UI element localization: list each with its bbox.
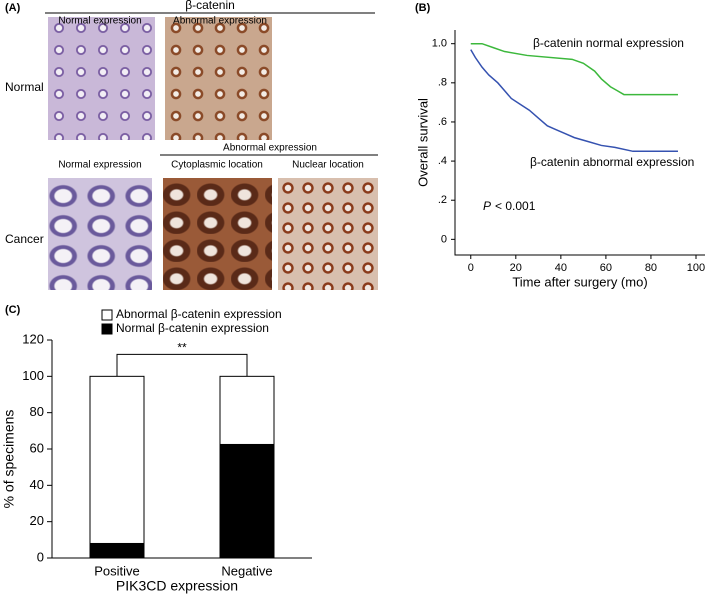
bar-segment	[89, 542, 145, 559]
legend-swatch	[101, 309, 113, 321]
axis	[454, 30, 705, 256]
row-label: Normal	[5, 80, 44, 94]
survival-line	[470, 49, 678, 153]
y-axis-title: Overall survival	[415, 98, 430, 187]
column-label: Normal expression	[58, 16, 141, 27]
legend-label: Normal β-catenin expression	[116, 321, 269, 335]
p-symbol: P	[483, 199, 491, 213]
y-tick-label: .2	[438, 194, 447, 206]
p-value: P < 0.001	[483, 199, 536, 213]
x-tick-label: Positive	[94, 563, 140, 578]
series-label: β-catenin normal expression	[533, 36, 684, 50]
y-tick-label: .8	[438, 77, 447, 89]
y-tick-label: .6	[438, 116, 447, 128]
y-tick-label: 60	[30, 440, 44, 455]
y-tick-label: 80	[30, 404, 44, 419]
column-label: Nuclear location	[292, 160, 364, 171]
bar-segment	[89, 375, 145, 544]
panel-label: (A)	[5, 2, 21, 14]
x-axis-title: Time after surgery (mo)	[512, 274, 647, 289]
bar-segment	[219, 443, 275, 559]
x-tick-label: 60	[600, 262, 612, 274]
row-label: Cancer	[5, 232, 44, 246]
x-tick-label: 80	[645, 262, 657, 274]
panel-label: (C)	[5, 304, 21, 316]
survival-line	[470, 42, 678, 96]
x-tick-label: 20	[510, 262, 522, 274]
significance-bracket	[116, 353, 248, 377]
y-tick-label: 100	[22, 368, 44, 383]
column-label: Abnormal expression	[223, 143, 317, 154]
y-axis-title: % of specimens	[1, 410, 17, 509]
series-label: β-catenin abnormal expression	[530, 155, 694, 169]
histology-image	[48, 17, 155, 140]
legend-label: Abnormal β-catenin expression	[116, 307, 282, 321]
histology-image	[165, 17, 272, 140]
y-tick-label: 120	[22, 331, 44, 346]
panel-label: (B)	[415, 2, 431, 14]
p-text: < 0.001	[495, 199, 536, 213]
column-label: Abnormal expression	[173, 16, 267, 27]
x-tick-label: 40	[555, 262, 567, 274]
y-tick-label: 0	[441, 233, 447, 245]
y-tick-label: 1.0	[432, 38, 447, 50]
x-axis-title: PIK3CD expression	[116, 578, 238, 594]
x-tick-label: 0	[468, 262, 474, 274]
significance: **	[177, 341, 187, 355]
column-label: Cytoplasmic location	[171, 160, 263, 171]
histology-title: β-catenin	[185, 0, 235, 12]
histology-image	[278, 178, 378, 290]
legend-swatch	[101, 323, 113, 335]
x-tick-label: Negative	[221, 563, 272, 578]
column-label: Normal expression	[58, 160, 141, 171]
y-tick-label: .4	[438, 155, 447, 167]
histology-image	[48, 178, 152, 290]
histology-image	[163, 178, 272, 290]
y-tick-label: 0	[37, 549, 44, 564]
x-tick-label: 100	[687, 262, 705, 274]
y-tick-label: 20	[30, 513, 44, 528]
bar-segment	[219, 375, 275, 445]
y-tick-label: 40	[30, 477, 44, 492]
